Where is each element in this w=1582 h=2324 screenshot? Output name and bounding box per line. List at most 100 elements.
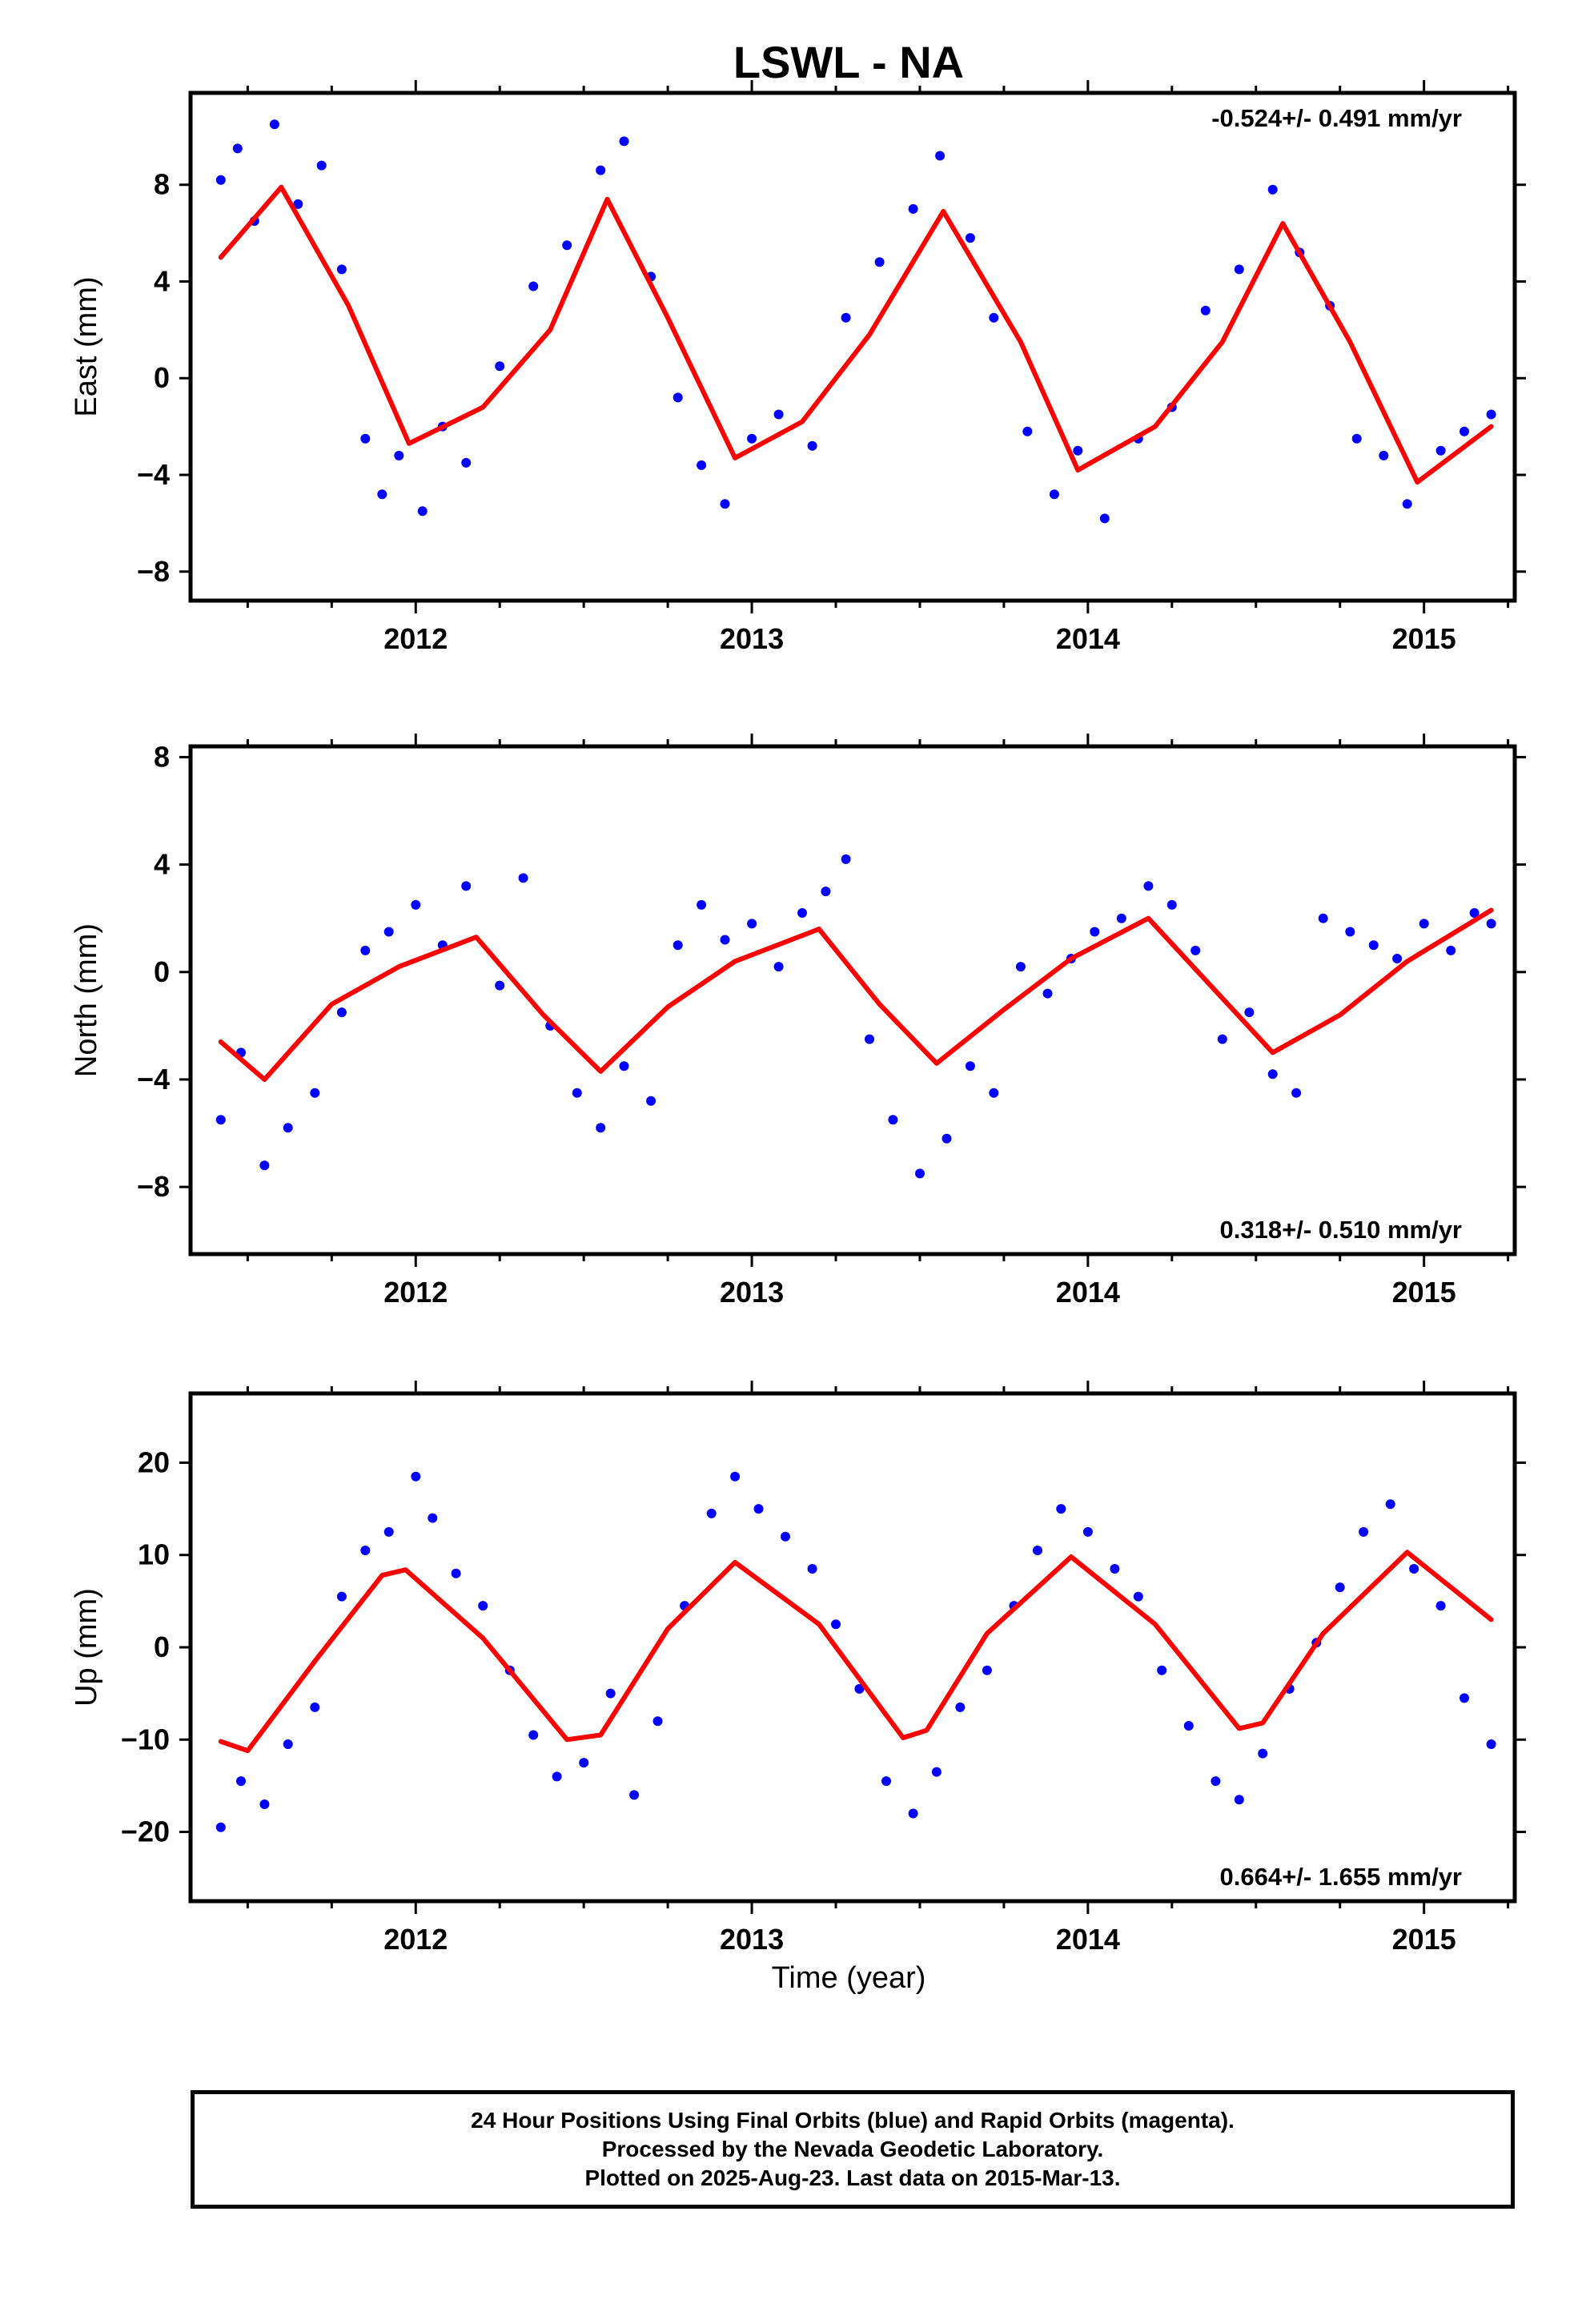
- data-point: [1143, 881, 1154, 891]
- fit-curve-north: [218, 907, 1494, 1082]
- data-point: [1234, 1795, 1244, 1805]
- data-point: [1368, 940, 1379, 951]
- rate-label-north: 0.318+/- 0.510 mm/yr: [1220, 1216, 1462, 1244]
- y-axis-title-east: East (mm): [70, 276, 103, 416]
- x-tick-label: 2014: [1056, 1923, 1120, 1956]
- rate-label-up: 0.664+/- 1.655 mm/yr: [1220, 1863, 1462, 1891]
- fit-curve-up: [218, 1550, 1494, 1754]
- data-point: [377, 489, 387, 500]
- data-point: [854, 1683, 865, 1694]
- data-point: [1090, 927, 1100, 937]
- data-point: [1351, 433, 1362, 444]
- data-points-north: [215, 854, 1496, 1179]
- data-point: [747, 433, 757, 444]
- data-point: [236, 1776, 246, 1787]
- data-point: [428, 1513, 438, 1523]
- data-point: [283, 1123, 293, 1133]
- data-point: [942, 1133, 952, 1144]
- caption-box: 24 Hour Positions Using Final Orbits (bl…: [191, 2090, 1515, 2209]
- y-tick-label: −4: [137, 1063, 170, 1096]
- data-point: [619, 136, 629, 147]
- data-point: [478, 1601, 488, 1611]
- data-point: [596, 1123, 606, 1133]
- rate-label-east: -0.524+/- 0.491 mm/yr: [1211, 104, 1462, 132]
- data-point: [989, 1088, 999, 1098]
- x-tick-label: 2012: [383, 622, 448, 655]
- data-point: [1082, 1526, 1093, 1537]
- data-point: [1183, 1721, 1194, 1731]
- data-point: [1446, 945, 1456, 955]
- data-point: [797, 908, 807, 918]
- data-point: [336, 1591, 347, 1602]
- x-tick-label: 2013: [720, 1923, 784, 1956]
- data-point: [1211, 1776, 1221, 1787]
- data-point: [841, 854, 851, 864]
- data-point: [720, 935, 730, 945]
- y-tick-label: 10: [138, 1538, 170, 1571]
- x-axis-title: Time (year): [772, 1961, 926, 1995]
- data-point: [807, 440, 817, 451]
- data-point: [908, 203, 918, 214]
- data-point: [394, 450, 404, 460]
- data-point: [605, 1688, 616, 1699]
- x-tick-label: 2012: [383, 1276, 448, 1309]
- data-point: [1435, 1601, 1446, 1611]
- data-point: [383, 1526, 394, 1537]
- data-point: [461, 457, 472, 468]
- data-point: [528, 281, 539, 292]
- fit-curve-east: [218, 184, 1494, 485]
- x-tick-label: 2015: [1392, 1923, 1456, 1956]
- data-point: [1200, 305, 1211, 316]
- data-point: [383, 927, 394, 937]
- data-points-east: [215, 119, 1496, 524]
- data-point: [215, 1822, 226, 1832]
- data-point: [579, 1758, 589, 1768]
- data-point: [336, 1007, 347, 1018]
- data-point: [1267, 184, 1278, 195]
- data-point: [908, 1808, 918, 1819]
- y-tick-label: 4: [154, 264, 170, 297]
- data-point: [1191, 945, 1201, 955]
- data-point: [411, 899, 421, 910]
- data-point: [232, 143, 243, 154]
- y-tick-label: 4: [154, 848, 170, 881]
- data-point: [747, 919, 757, 929]
- data-point: [1409, 1564, 1419, 1574]
- panel-east: −8 −4 0 4 8 2012 2013 2014 2015 East (mm) -0.524+/…: [70, 80, 1526, 655]
- data-point: [965, 1061, 975, 1072]
- data-point: [881, 1776, 891, 1787]
- data-point: [461, 881, 472, 891]
- data-point: [652, 1716, 663, 1727]
- data-point: [697, 460, 707, 470]
- data-point: [1345, 927, 1355, 937]
- data-point: [1460, 1693, 1469, 1703]
- data-point: [781, 1531, 790, 1542]
- data-point: [1110, 1564, 1120, 1574]
- caption-line-1: 24 Hour Positions Using Final Orbits (bl…: [471, 2108, 1235, 2133]
- data-point: [1217, 1034, 1227, 1044]
- data-point: [646, 1096, 656, 1106]
- data-point: [310, 1702, 320, 1712]
- data-point: [1486, 409, 1496, 420]
- data-point: [417, 506, 428, 517]
- data-point: [1049, 489, 1059, 500]
- data-point: [336, 264, 347, 275]
- data-point: [1042, 988, 1053, 999]
- y-tick-label: 0: [154, 361, 170, 394]
- data-point: [283, 1739, 293, 1749]
- x-tick-label: 2012: [383, 1923, 448, 1956]
- data-point: [931, 1767, 942, 1777]
- figure-title: LSWL - NA: [733, 37, 964, 87]
- data-point: [1022, 426, 1033, 436]
- data-point: [629, 1790, 640, 1800]
- data-point: [955, 1702, 966, 1712]
- data-point: [269, 119, 279, 130]
- data-point: [215, 1115, 226, 1125]
- y-tick-label: 0: [154, 1630, 170, 1663]
- data-point: [518, 873, 528, 883]
- data-point: [495, 980, 505, 991]
- data-point: [982, 1665, 992, 1675]
- data-point: [807, 1564, 817, 1574]
- data-point: [316, 160, 327, 171]
